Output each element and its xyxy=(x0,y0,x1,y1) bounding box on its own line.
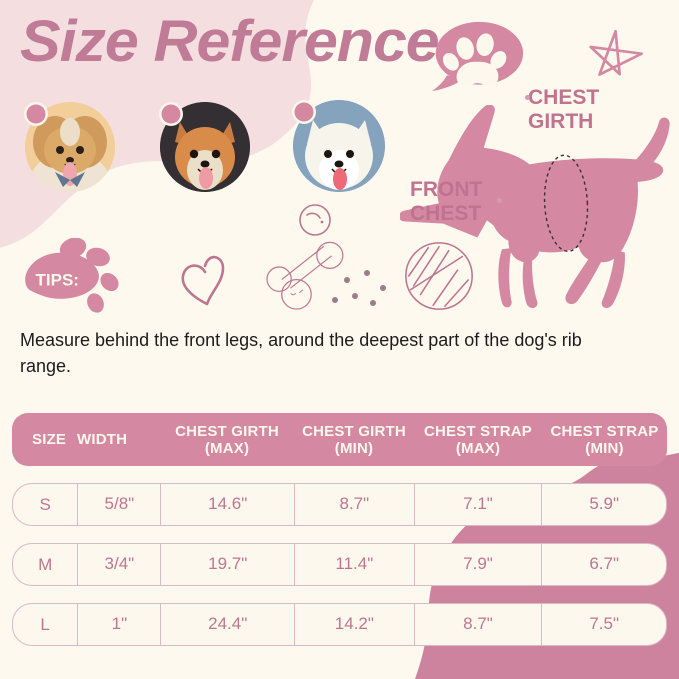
svg-text:TIPS:: TIPS: xyxy=(36,271,79,290)
